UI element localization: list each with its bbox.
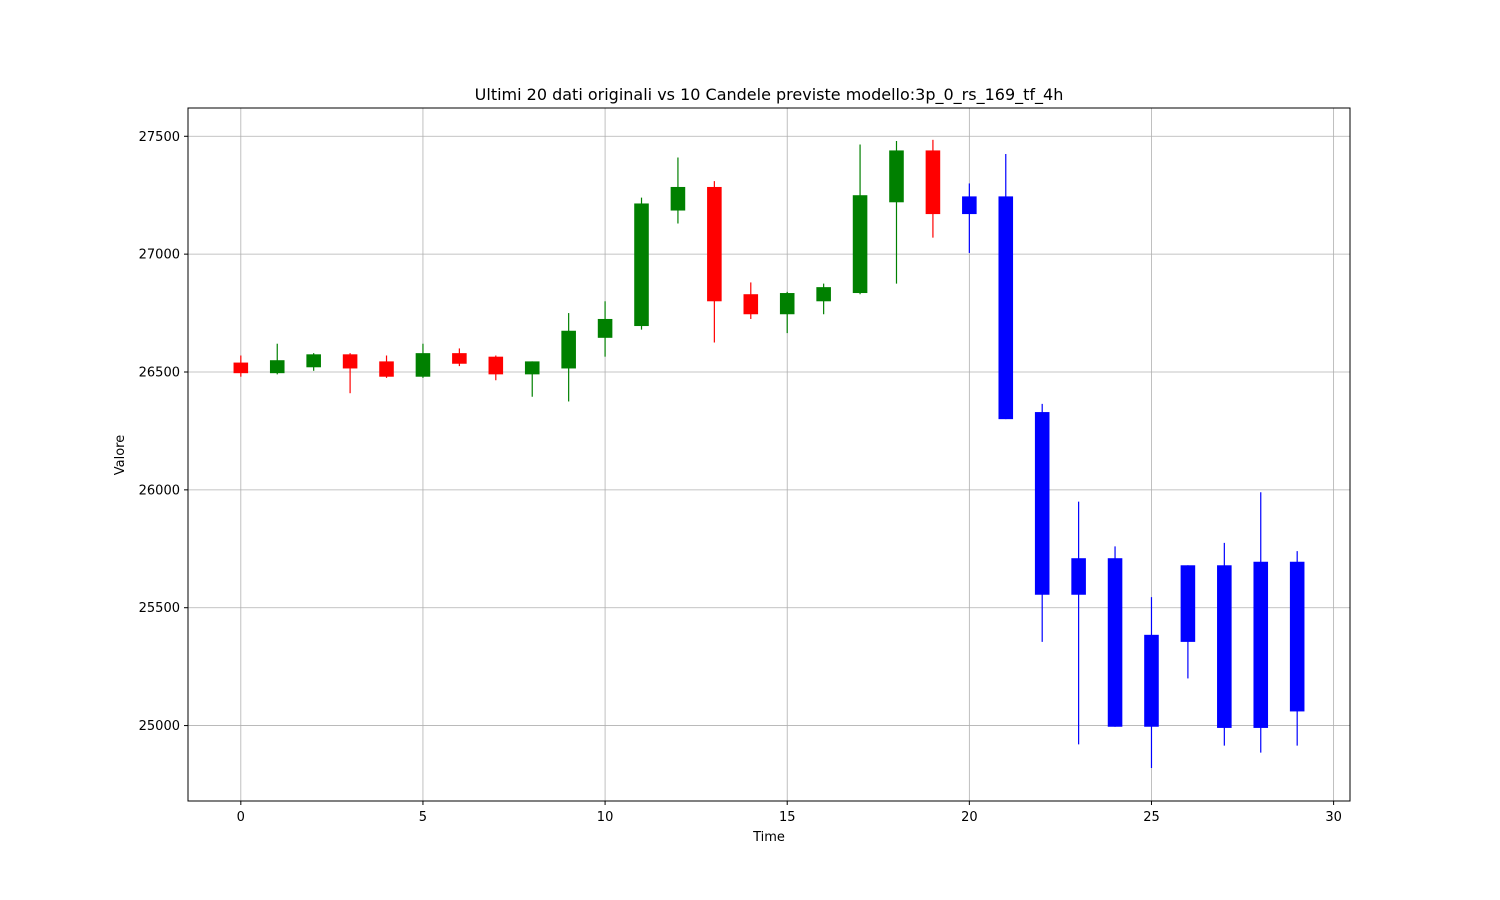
candle-0: [233, 355, 249, 377]
candle-9: [561, 313, 576, 402]
candle-23: [1071, 501, 1086, 745]
candle-10: [597, 301, 613, 357]
candle-body-25: [1144, 634, 1159, 727]
candle-body-14: [743, 294, 759, 315]
candle-body-23: [1071, 558, 1086, 595]
plot-frame: [187, 107, 1351, 802]
candle-body-24: [1107, 558, 1123, 727]
candle-22: [1034, 403, 1050, 642]
x-axis-label: Time: [752, 830, 785, 845]
candle-20: [962, 183, 977, 253]
candle-21: [998, 153, 1014, 420]
candle-body-22: [1034, 412, 1050, 595]
x-tick-label-25: 25: [1143, 810, 1160, 825]
x-tick-label-20: 20: [961, 810, 978, 825]
candle-body-12: [670, 186, 686, 211]
candle-8: [524, 361, 540, 397]
candle-body-13: [707, 186, 722, 302]
x-tick-label-10: 10: [597, 810, 614, 825]
candle-body-15: [779, 293, 795, 315]
candle-25: [1144, 597, 1159, 768]
candle-7: [488, 355, 504, 381]
candles: [233, 139, 1305, 768]
candle-body-0: [233, 362, 249, 374]
candle-body-29: [1289, 561, 1305, 712]
y-axis-label: Valore: [113, 435, 128, 475]
candle-body-21: [998, 196, 1014, 420]
candle-14: [743, 282, 759, 319]
x-tick-label-0: 0: [237, 810, 245, 825]
candle-13: [707, 181, 722, 343]
candle-body-1: [269, 360, 285, 374]
candle-5: [415, 343, 431, 378]
chart-title: Ultimi 20 dati originali vs 10 Candele p…: [475, 85, 1064, 105]
candle-12: [670, 157, 686, 224]
candle-body-28: [1253, 561, 1269, 728]
candle-body-8: [524, 361, 540, 375]
candle-18: [889, 141, 904, 284]
y-tick-label-25500: 25500: [139, 601, 180, 616]
candle-body-3: [342, 354, 358, 369]
candle-15: [779, 291, 795, 334]
candle-29: [1289, 551, 1305, 746]
y-tick-label-27500: 27500: [139, 130, 180, 145]
candle-body-17: [852, 195, 868, 294]
candle-body-10: [597, 318, 613, 338]
candle-body-7: [488, 356, 504, 375]
axis-ticks: 0 5 10 15 20 25 30 25000 25500 26000 26500 27000 275…: [139, 130, 1342, 825]
candle-body-9: [561, 330, 576, 369]
candle-body-19: [925, 150, 941, 215]
candle-body-4: [379, 361, 394, 377]
candle-6: [452, 348, 467, 367]
candle-24: [1107, 546, 1123, 727]
candle-3: [342, 353, 358, 394]
x-tick-label-15: 15: [779, 810, 796, 825]
y-tick-label-26000: 26000: [139, 483, 180, 498]
candle-1: [269, 343, 285, 375]
y-tick-label-26500: 26500: [139, 366, 180, 381]
candle-19: [925, 139, 941, 238]
candle-body-27: [1217, 565, 1232, 728]
candle-body-6: [452, 353, 467, 364]
candle-17: [852, 144, 868, 295]
candle-28: [1253, 492, 1269, 753]
candle-2: [306, 353, 321, 371]
candle-16: [816, 283, 831, 315]
candle-body-11: [634, 203, 649, 327]
candle-26: [1180, 565, 1196, 679]
candle-4: [379, 355, 394, 378]
candle-body-18: [889, 150, 904, 203]
candle-11: [634, 197, 649, 330]
candle-body-2: [306, 354, 321, 368]
y-tick-label-27000: 27000: [139, 248, 180, 263]
y-tick-label-25000: 25000: [139, 719, 180, 734]
candle-body-20: [962, 196, 977, 215]
candle-body-26: [1180, 565, 1196, 642]
x-tick-label-5: 5: [419, 810, 427, 825]
candle-27: [1217, 542, 1232, 746]
candle-body-5: [415, 353, 431, 377]
x-tick-label-30: 30: [1325, 810, 1342, 825]
candle-body-16: [816, 287, 831, 302]
